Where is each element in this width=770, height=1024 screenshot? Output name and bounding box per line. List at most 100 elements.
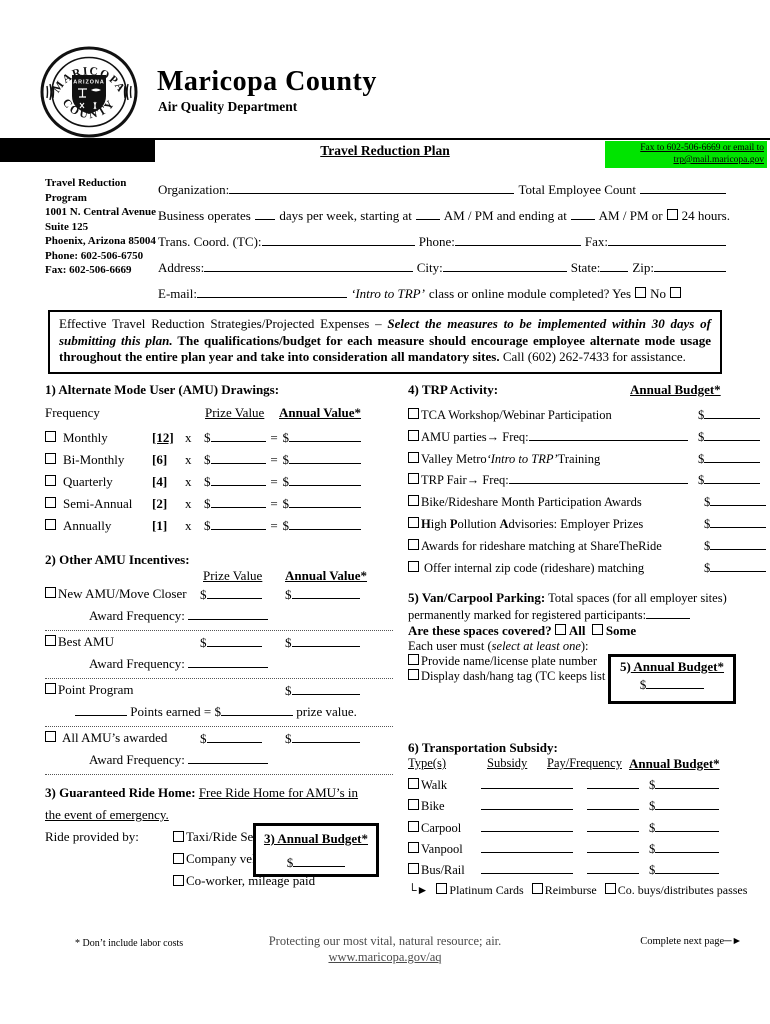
semiannual-prize-blank[interactable] — [210, 495, 266, 508]
vanpool-pay-blank[interactable] — [587, 840, 639, 853]
company-buys-checkbox[interactable] — [604, 883, 616, 895]
tc-name-blank[interactable] — [261, 233, 415, 246]
aq-website-link[interactable]: www.maricopa.gov/aq — [328, 950, 442, 964]
points-value-blank[interactable] — [220, 703, 293, 716]
all-amu-frequency-blank[interactable] — [188, 751, 269, 764]
24-hours-checkbox[interactable] — [666, 209, 678, 220]
monthly-checkbox[interactable] — [45, 431, 56, 442]
bus-rail-subsidy-blank[interactable] — [481, 861, 573, 875]
coworker-checkbox[interactable] — [173, 875, 184, 886]
company-vehicle-checkbox[interactable] — [173, 853, 184, 864]
city-blank[interactable] — [442, 259, 567, 272]
total-spaces-blank[interactable] — [646, 606, 691, 619]
intro-yes-checkbox[interactable] — [635, 287, 647, 298]
best-amu-prize-blank[interactable] — [206, 634, 262, 647]
hpa-checkbox[interactable] — [408, 516, 419, 528]
semiannual-annual-blank[interactable] — [289, 495, 361, 508]
trp-fair-budget-blank[interactable] — [704, 471, 761, 485]
annually-annual-blank[interactable] — [289, 517, 361, 530]
section5-budget-blank[interactable] — [646, 676, 705, 689]
email-blank[interactable] — [197, 285, 347, 298]
quarterly-checkbox[interactable] — [45, 475, 56, 486]
all-amu-annual-blank[interactable] — [291, 730, 360, 743]
carpool-checkbox[interactable] — [408, 820, 419, 832]
tca-budget-blank[interactable] — [704, 406, 761, 419]
covered-all-checkbox[interactable] — [554, 624, 566, 635]
bus-rail-budget-blank[interactable] — [655, 861, 720, 875]
walk-checkbox[interactable] — [408, 778, 419, 789]
phone-blank[interactable] — [454, 233, 581, 246]
address-blank[interactable] — [204, 259, 413, 272]
zip-blank[interactable] — [654, 259, 726, 272]
reimburse-checkbox[interactable] — [531, 883, 543, 895]
valley-metro-checkbox[interactable] — [408, 451, 419, 463]
point-program-checkbox[interactable] — [45, 683, 56, 694]
best-amu-checkbox[interactable] — [45, 635, 56, 646]
valley-metro-budget-blank[interactable] — [704, 450, 761, 463]
semiannual-checkbox[interactable] — [45, 497, 56, 508]
days-per-week-blank[interactable] — [254, 207, 276, 220]
sharetheride-budget-blank[interactable] — [710, 537, 767, 550]
point-program-annual-blank[interactable] — [291, 682, 360, 695]
points-earned-blank[interactable] — [75, 703, 127, 716]
carpool-subsidy-blank[interactable] — [481, 819, 573, 832]
bimonthly-checkbox[interactable] — [45, 453, 56, 464]
trp-fair-freq-blank[interactable] — [508, 471, 688, 485]
vanpool-checkbox[interactable] — [408, 841, 419, 853]
hpa-budget-blank[interactable] — [710, 515, 767, 528]
walk-pay-blank[interactable] — [587, 776, 639, 789]
vanpool-subsidy-blank[interactable] — [481, 840, 573, 853]
organization-blank[interactable] — [229, 181, 515, 194]
fax-blank[interactable] — [608, 233, 726, 246]
walk-subsidy-blank[interactable] — [481, 776, 573, 789]
bike-month-budget-blank[interactable] — [710, 493, 767, 507]
trp-email-link[interactable]: trp@mail.maricopa.gov — [673, 155, 764, 165]
bike-budget-blank[interactable] — [655, 797, 720, 811]
amu-parties-checkbox[interactable] — [408, 429, 419, 441]
monthly-annual-blank[interactable] — [289, 429, 361, 442]
annually-prize-blank[interactable] — [210, 517, 266, 530]
license-plate-checkbox[interactable] — [408, 654, 419, 665]
end-time-blank[interactable] — [570, 207, 595, 220]
bimonthly-annual-blank[interactable] — [289, 451, 361, 464]
state-blank[interactable] — [600, 259, 629, 272]
zip-matching-budget-blank[interactable] — [710, 559, 767, 572]
carpool-pay-blank[interactable] — [587, 819, 639, 832]
intro-no-checkbox[interactable] — [669, 287, 681, 298]
best-amu-frequency-blank[interactable] — [188, 655, 269, 668]
hang-tag-checkbox[interactable] — [408, 669, 419, 680]
new-amu-frequency-blank[interactable] — [188, 607, 269, 620]
bike-subsidy-blank[interactable] — [481, 797, 573, 811]
bike-month-checkbox[interactable] — [408, 495, 419, 507]
bike-checkbox[interactable] — [408, 799, 419, 811]
zip-matching-checkbox[interactable] — [408, 560, 419, 572]
section3-budget-blank[interactable] — [293, 854, 346, 867]
amu-parties-budget-blank[interactable] — [704, 428, 761, 441]
covered-some-checkbox[interactable] — [591, 624, 603, 635]
carpool-budget-blank[interactable] — [655, 819, 720, 832]
taxi-checkbox[interactable] — [173, 831, 184, 842]
bus-rail-checkbox[interactable] — [408, 863, 419, 875]
vanpool-budget-blank[interactable] — [655, 840, 720, 853]
all-amu-checkbox[interactable] — [45, 731, 56, 742]
tca-workshop-checkbox[interactable] — [408, 408, 419, 419]
employee-count-blank[interactable] — [640, 181, 726, 194]
quarterly-prize-blank[interactable] — [210, 473, 266, 486]
monthly-prize-blank[interactable] — [210, 429, 266, 442]
all-amu-prize-blank[interactable] — [206, 730, 262, 743]
sharetheride-checkbox[interactable] — [408, 538, 419, 550]
new-amu-prize-blank[interactable] — [206, 586, 262, 599]
trp-fair-checkbox[interactable] — [408, 473, 419, 485]
new-amu-checkbox[interactable] — [45, 587, 56, 598]
bike-pay-blank[interactable] — [587, 797, 639, 811]
quarterly-annual-blank[interactable] — [289, 473, 361, 486]
platinum-cards-checkbox[interactable] — [436, 883, 448, 895]
new-amu-annual-blank[interactable] — [291, 586, 360, 599]
bimonthly-prize-blank[interactable] — [210, 451, 266, 464]
walk-budget-blank[interactable] — [655, 776, 720, 789]
amu-parties-freq-blank[interactable] — [528, 428, 688, 441]
best-amu-annual-blank[interactable] — [291, 634, 360, 647]
start-time-blank[interactable] — [415, 207, 440, 220]
annually-checkbox[interactable] — [45, 519, 56, 530]
bus-rail-pay-blank[interactable] — [587, 861, 639, 875]
